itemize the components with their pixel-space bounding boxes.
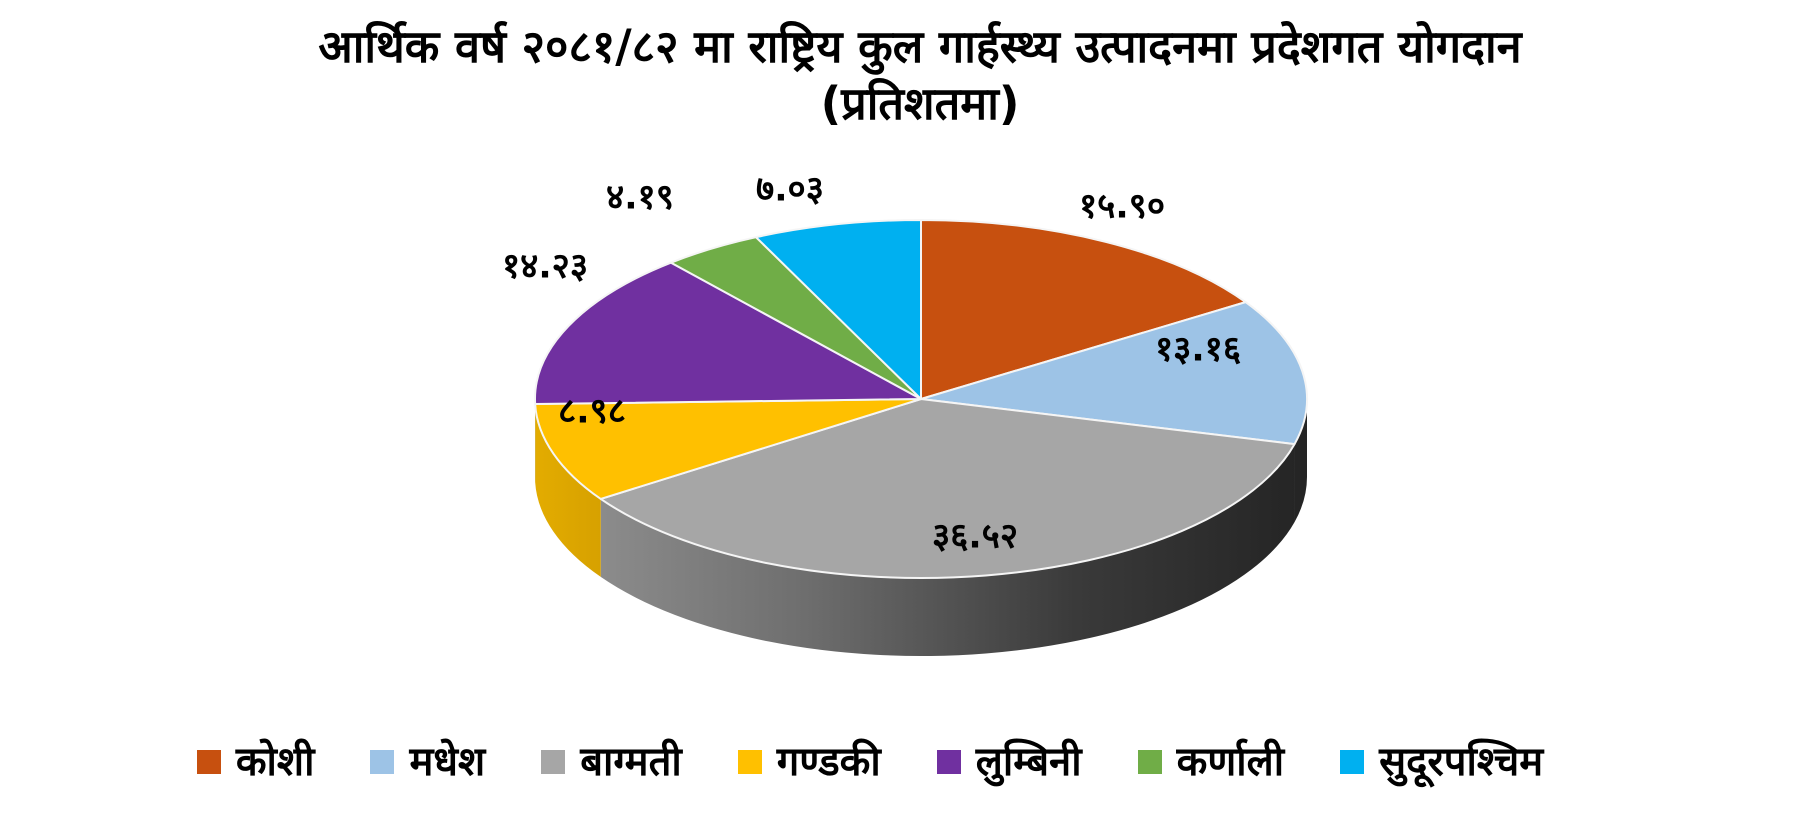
pie-value-label-karnali: ४.१९ [606,177,674,218]
pie-value-label-madhesh: १३.१६ [1154,329,1242,370]
pie-slice-gandaki [534,398,922,500]
legend-swatch-icon-koshi [196,750,221,774]
legend-swatch-icon-sudurpashchim [1340,750,1365,774]
pie-slice-wall-gandaki [535,404,601,577]
legend-label-koshi: कोशी [235,739,315,785]
pie-value-label-lumbini: १४.२३ [501,246,589,287]
legend-item-lumbini: लुम्बिनी [936,736,1082,788]
legend-item-bagmati: बाग्मती [541,736,682,788]
legend-swatch-icon-madhesh [370,750,395,774]
pie-slice-wall-bagmati [600,444,1295,657]
chart-title: आर्थिक वर्ष २०८१/८२ मा राष्ट्रिय कुल गार… [318,20,1522,73]
legend-label-lumbini: लुम्बिनी [975,739,1082,785]
pie-slice-bagmati [599,398,1296,579]
legend-label-karnali: कर्णाली [1176,739,1285,785]
legend-item-karnali: कर्णाली [1137,736,1285,788]
pie-value-label-gandaki: ८.९८ [558,391,626,432]
pie-value-label-bagmati: ३६.५२ [931,516,1019,557]
legend-label-sudurpashchim: सुदूरपश्चिम [1379,739,1544,785]
pie-slice-lumbini [534,261,922,406]
legend-item-gandaki: गण्डकी [737,736,881,788]
legend-swatch-icon-karnali [1137,750,1162,774]
pie-slice-koshi [920,219,1247,400]
legend-label-bagmati: बाग्मती [580,739,682,785]
pie-slice-sudurpashchim [755,219,922,400]
legend-label-gandaki: गण्डकी [776,739,881,785]
pie-value-label-sudurpashchim: ७.०३ [756,169,824,210]
legend-swatch-icon-gandaki [737,750,762,774]
legend-item-koshi: कोशी [196,736,315,788]
chart-subtitle: (प्रतिशतमा) [820,77,1020,130]
legend-item-sudurpashchim: सुदूरपश्चिम [1340,736,1543,788]
legend: कोशी मधेश बाग्मती गण्डकी लुम्बिनी कर्णाली सुदू… [0,736,1740,788]
pie-slice-madhesh [920,301,1308,446]
legend-item-madhesh: मधेश [370,736,485,788]
legend-swatch-icon-bagmati [541,750,566,774]
pie-slice-wall-madhesh [1294,399,1307,523]
pie-value-label-koshi: १५.९० [1078,186,1166,227]
chart-title-block: आर्थिक वर्ष २०८१/८२ मा राष्ट्रिय कुल गार… [60,18,1780,132]
legend-label-madhesh: मधेश [409,739,486,785]
legend-swatch-icon-lumbini [936,750,961,774]
